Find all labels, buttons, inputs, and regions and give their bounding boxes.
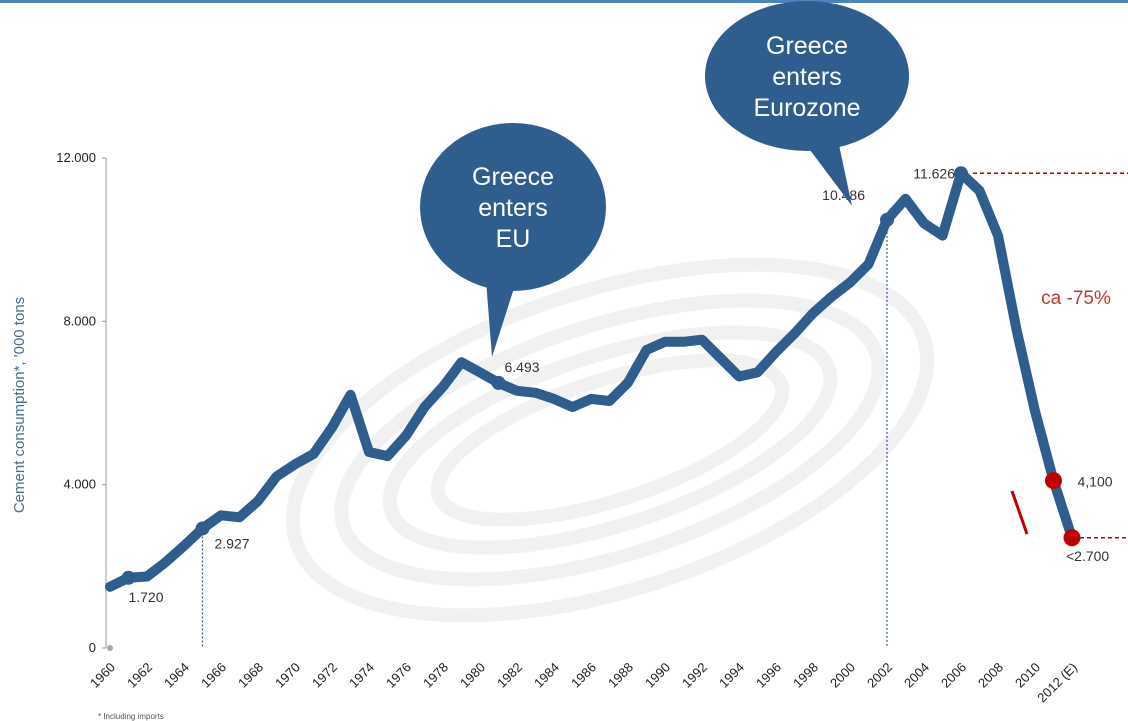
callout-tail xyxy=(486,280,515,357)
callout-text: enters xyxy=(478,194,547,222)
data-label: 11.626 xyxy=(913,165,955,181)
x-tick-label: 2006 xyxy=(938,660,969,691)
callout-bubble: Greece enters Eurozone xyxy=(705,1,909,206)
data-point xyxy=(121,570,136,585)
x-tick-label: 1988 xyxy=(605,660,636,691)
watermark-ring xyxy=(430,353,790,527)
decline-percent-label: ca -75% xyxy=(1041,288,1111,309)
x-tick-label: 1990 xyxy=(642,660,673,691)
x-tick-label: 1994 xyxy=(716,660,747,691)
callout-text: EU xyxy=(496,225,531,253)
x-tick-label: 1960 xyxy=(87,660,118,691)
data-label: 6.493 xyxy=(505,359,540,375)
x-tick-label: 1976 xyxy=(383,660,414,691)
watermark-ring xyxy=(334,293,886,587)
watermark-ring xyxy=(382,325,838,555)
origin-dot xyxy=(107,645,113,651)
x-tick-label: 1984 xyxy=(531,660,562,691)
y-tick-label: 4.000 xyxy=(63,477,96,492)
callout-text: Greece xyxy=(766,32,848,60)
y-tick-label: 8.000 xyxy=(63,313,96,328)
x-tick-label: 1992 xyxy=(679,660,710,691)
x-tick-label: 1966 xyxy=(198,660,229,691)
decline-annotation: ca -75% xyxy=(973,172,1128,539)
x-tick-label: 2000 xyxy=(827,660,858,691)
top-rule xyxy=(0,0,1128,3)
x-tick-label: 1970 xyxy=(272,660,303,691)
y-tick-label: 12.000 xyxy=(56,150,96,165)
data-label: 4,100 xyxy=(1078,474,1113,490)
callout-body xyxy=(420,123,606,291)
data-point xyxy=(491,375,506,390)
callout-bubbles: Greece enters EU Greece enters Eurozone xyxy=(420,1,909,357)
x-tick-label: 1978 xyxy=(420,660,451,691)
x-tick-label: 1996 xyxy=(753,660,784,691)
x-tick-label: 2012 (E) xyxy=(1034,660,1080,706)
highlight-point xyxy=(1063,529,1081,547)
data-point xyxy=(195,521,210,536)
callout-text: Eurozone xyxy=(753,94,860,122)
series-line xyxy=(105,168,1077,592)
data-point xyxy=(880,212,894,227)
highlight-point xyxy=(1045,472,1062,490)
callout-text: Greece xyxy=(472,163,554,191)
projection-bar xyxy=(1010,490,1029,535)
x-tick-label: 2004 xyxy=(901,660,932,691)
x-tick-label: 2008 xyxy=(975,660,1006,691)
x-tick-label: 2010 xyxy=(1012,660,1043,691)
x-tick-label: 1980 xyxy=(457,660,488,691)
x-tick-label: 1962 xyxy=(124,660,155,691)
x-tick-label: 2002 xyxy=(864,660,895,691)
callout-text: enters xyxy=(772,63,841,91)
x-tick-label: 1982 xyxy=(494,660,525,691)
x-tick-label: 1964 xyxy=(161,660,192,691)
x-tick-label: 1972 xyxy=(309,660,340,691)
data-label: 2.927 xyxy=(215,535,250,551)
axes: 0 4.000 8.000 12.000 Cement consumption*, '0… xyxy=(11,150,1080,705)
data-point xyxy=(954,166,968,181)
callout-body xyxy=(705,1,909,151)
watermark-ring xyxy=(285,257,935,623)
callout-tail xyxy=(807,140,852,206)
footnote: * Including imports xyxy=(98,712,164,721)
callout-bubble: Greece enters EU xyxy=(420,123,606,357)
data-label: 1.720 xyxy=(129,589,164,605)
guide-lines xyxy=(201,219,888,648)
background-watermark xyxy=(285,257,935,623)
x-tick-label: 1998 xyxy=(790,660,821,691)
data-label: <2.700 xyxy=(1066,548,1109,564)
y-axis-label: Cement consumption*, '000 tons xyxy=(11,297,28,513)
x-tick-label: 1974 xyxy=(346,660,377,691)
series-layer xyxy=(105,166,1081,592)
y-tick-label: 0 xyxy=(89,640,96,655)
x-tick-label: 1986 xyxy=(568,660,599,691)
x-tick-label: 1968 xyxy=(235,660,266,691)
